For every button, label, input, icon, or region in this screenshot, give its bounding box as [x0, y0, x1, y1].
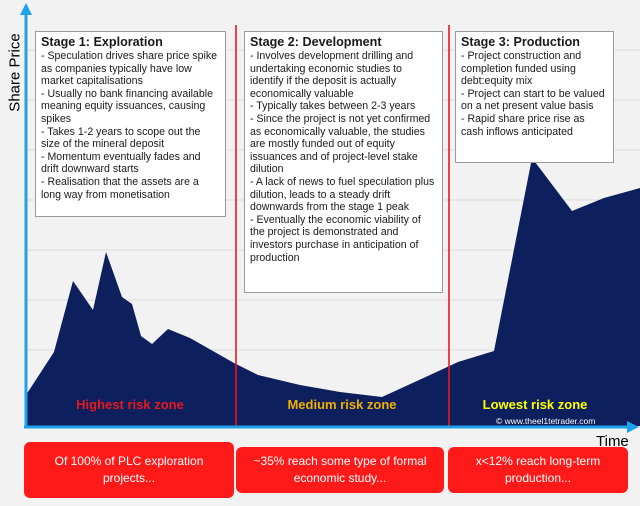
stage-1-bullet: - Speculation drives share price spike a…	[41, 50, 218, 88]
stage-1-bullet: - Momentum eventually fades and drift do…	[41, 150, 201, 176]
stage-1-bullet: - Usually no bank financing available me…	[41, 87, 213, 125]
stage-2-bullet: - Involves development drilling and unde…	[250, 50, 414, 100]
share-price-area	[26, 158, 640, 426]
stage-2-bullet: - A lack of news to fuel speculation plu…	[250, 175, 435, 214]
stage-2-title: Stage 2: Development	[250, 35, 382, 49]
stage-3-bullet: - Project construction and completion fu…	[461, 50, 582, 88]
stage-1-bullet: - Realisation that the assets are a long…	[41, 175, 199, 201]
y-axis-arrow-icon	[20, 3, 32, 15]
x-axis-arrow-icon	[627, 421, 639, 433]
stage-2-bullet: - Eventually the economic viability of t…	[250, 213, 421, 264]
stage-2-bullet: - Since the project is not yet confirmed…	[250, 112, 431, 176]
x-axis-title: Time	[596, 433, 629, 450]
stat-text-production: x<12% reach long-term production...	[475, 454, 601, 485]
stat-text-exploration: Of 100% of PLC exploration projects...	[54, 454, 204, 485]
stage-3-bullet: - Project can start to be valued on a ne…	[461, 87, 605, 113]
stat-box-development: ~35% reach some type of formal economic …	[236, 447, 444, 493]
copyright-text: © www.theel1tetrader.com	[496, 416, 596, 426]
stage-2-bullets: - Involves development drilling and unde…	[250, 50, 437, 264]
zone-label-medium-risk: Medium risk zone	[287, 397, 397, 412]
stage-1-bullet: - Takes 1-2 years to scope out the size …	[41, 125, 201, 151]
stage-3-title: Stage 3: Production	[461, 35, 580, 49]
stage-1-box: Stage 1: Exploration - Speculation drive…	[35, 31, 226, 217]
zone-label-high-risk: Highest risk zone	[76, 397, 184, 412]
stat-text-development: ~35% reach some type of formal economic …	[253, 454, 427, 485]
stage-1-title: Stage 1: Exploration	[41, 35, 163, 49]
stage-2-bullet: - Typically takes between 2-3 years	[250, 100, 416, 113]
stage-2-box: Stage 2: Development - Involves developm…	[244, 31, 443, 293]
y-axis-title: Share Price	[6, 33, 24, 112]
stage-3-bullets: - Project construction and completion fu…	[461, 50, 608, 138]
zone-label-low-risk: Lowest risk zone	[482, 397, 588, 412]
stage-3-box: Stage 3: Production - Project constructi…	[455, 31, 614, 163]
stage-3-bullet: - Rapid share price rise as cash inflows…	[461, 112, 585, 138]
stage-1-bullets: - Speculation drives share price spike a…	[41, 50, 220, 201]
stat-box-production: x<12% reach long-term production...	[448, 447, 628, 493]
stat-box-exploration: Of 100% of PLC exploration projects...	[24, 442, 234, 498]
